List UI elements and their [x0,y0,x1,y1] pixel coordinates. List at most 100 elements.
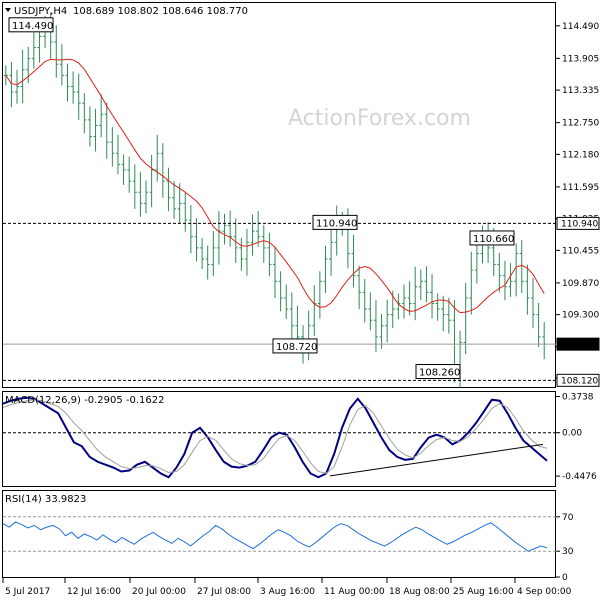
annotation-text: 114.490 [12,21,53,32]
price-bar [172,181,177,219]
macd-line [2,396,548,479]
price-bar [396,293,401,320]
price-bar [463,282,468,355]
y-tick-label: 110.455 [562,246,599,256]
price-bar [160,143,165,198]
y-tick-label: 111.595 [562,183,599,193]
x-tick-label: 20 Jul 00:00 [132,587,186,597]
annotation-box [469,230,515,246]
price-bar [519,240,524,293]
moving-average-line [5,58,545,314]
watermark: ActionForex.com [288,106,471,131]
price-bar [373,300,378,352]
price-bar [93,108,98,152]
price-bar [379,314,384,349]
price-bar [76,73,81,120]
price-bar [536,302,541,347]
price-bar [166,167,171,212]
price-bar [87,106,92,147]
price-bar [99,94,104,138]
price-annotation: 110.660 [469,230,515,246]
x-tick-label: 18 Aug 08:00 [389,587,450,597]
price-bar [194,218,199,262]
price-bar [278,271,283,312]
price-bar [115,134,120,175]
rsi-title: RSI(14) 33.9823 [5,494,86,505]
macd-y-tick-label: 0.00 [562,429,582,439]
x-tick-label: 12 Jul 16:00 [67,587,121,597]
price-bar [138,172,143,217]
symbol-header: USDJPY,H4 108.689 108.802 108.646 108.77… [5,6,248,17]
price-bar [329,225,334,276]
annotation-box [8,17,54,33]
price-bar [430,274,435,319]
y-tick-label: 109.300 [562,311,599,321]
price-panel [2,2,556,388]
price-bar [15,69,20,104]
price-bar [424,266,429,303]
price-bar [401,284,406,319]
price-tag-label: 110.940 [561,219,598,229]
price-bar [530,277,535,329]
macd-title: MACD(12,26,9) -0.2905 -0.1622 [5,395,165,406]
price-bar [177,183,182,224]
price-tag [556,216,600,230]
x-tick-label: 27 Jul 08:00 [197,587,251,597]
price-bar [368,292,373,331]
price-bar [256,211,261,247]
macd-trendline [329,443,544,477]
collapse-triangle-icon[interactable] [5,8,11,12]
price-bar [149,154,154,208]
price-bar [228,210,233,247]
price-bar [458,330,463,388]
price-bar [144,180,149,214]
price-annotation: 108.260 [415,364,461,380]
price-bar [435,293,440,321]
price-bar [284,284,289,320]
price-bar [357,265,362,310]
y-tick-label: 112.750 [562,119,599,129]
x-tick-label: 25 Aug 16:00 [453,587,514,597]
rsi-y-tick-label: 70 [562,513,574,523]
price-bar [205,245,210,280]
price-bar [183,191,188,232]
price-bar [273,246,277,298]
rsi-y-tick-label: 30 [562,547,574,557]
price-bar [362,279,367,323]
price-annotation: 110.940 [312,214,358,230]
price-bar [351,235,356,288]
price-bar [418,269,423,301]
price-bar [71,71,76,104]
price-bar [155,134,160,182]
price-bar [250,214,255,256]
price-bar [385,299,390,343]
price-bar [312,285,317,336]
price-bar [127,156,132,193]
price-bar [261,225,266,263]
price-bar [407,281,412,316]
macd-y-tick-label: 0.3738 [562,392,594,402]
rsi-panel [2,490,556,578]
macd-y-tick-label: -0.4476 [562,472,597,482]
price-bar [59,44,64,86]
price-bar [9,61,14,108]
price-bar [413,266,418,321]
price-tag-label: 108.770 [561,340,598,350]
price-bar [233,218,238,263]
price-bar [508,262,513,297]
price-bar [334,205,339,256]
price-bar [497,252,502,293]
price-tag [556,337,600,351]
y-tick-label: 113.335 [562,86,599,96]
price-bar [244,228,249,276]
price-tag [556,373,600,387]
price-bar [525,264,530,315]
price-bar [289,292,294,341]
price-bar [514,243,519,297]
annotation-box [312,214,358,230]
rsi-y-tick-label: 0 [562,573,568,583]
y-tick-label: 109.870 [562,279,599,289]
y-tick-label: 113.905 [562,54,599,64]
